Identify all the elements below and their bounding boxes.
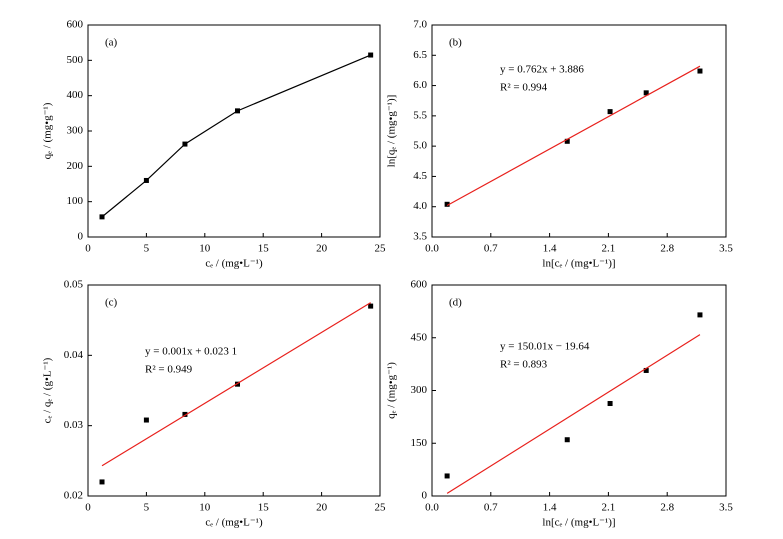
y-axis-label: ln[qₑ / (mg•g⁻¹)] [386, 95, 398, 168]
data-point [564, 437, 570, 443]
x-tick-label: 5 [144, 243, 150, 255]
series-line [446, 65, 701, 207]
y-tick-label: 450 [411, 331, 428, 343]
y-tick-label: 0.02 [64, 490, 83, 502]
x-tick-label: 5 [144, 502, 150, 514]
y-tick-label: 0.04 [64, 349, 84, 361]
y-tick-label: 3.5 [413, 231, 427, 243]
series-line [446, 334, 701, 494]
panel-label: (b) [449, 37, 462, 49]
x-tick-label: 0.0 [425, 243, 439, 255]
annotation: R² = 0.994 [500, 82, 548, 94]
data-point [643, 90, 649, 96]
data-point [444, 473, 450, 479]
data-point [697, 312, 703, 318]
x-tick-label: 2.1 [602, 243, 616, 255]
data-point [143, 177, 149, 183]
panel-label: (c) [105, 297, 118, 309]
x-tick-label: 15 [258, 502, 270, 514]
x-tick-label: 3.5 [719, 502, 733, 514]
data-point [368, 52, 374, 58]
y-tick-label: 300 [411, 384, 428, 396]
y-tick-label: 300 [67, 125, 84, 137]
y-tick-label: 4.0 [413, 200, 427, 212]
y-axis-label: qₑ / (mg•g⁻¹) [386, 362, 398, 419]
y-tick-label: 100 [67, 195, 84, 207]
y-axis-label: qₑ / (mg•g⁻¹) [42, 102, 54, 159]
x-tick-label: 25 [375, 243, 387, 255]
x-tick-label: 0 [85, 243, 91, 255]
x-tick-label: 10 [199, 502, 211, 514]
data-point [368, 303, 374, 309]
y-tick-label: 6.5 [413, 49, 427, 61]
data-point [182, 141, 188, 147]
data-point [182, 411, 188, 417]
annotation: y = 0.762x + 3.886 [500, 64, 584, 76]
x-tick-label: 2.8 [660, 243, 674, 255]
x-tick-label: 20 [316, 243, 328, 255]
plot-frame [431, 284, 727, 497]
data-point [444, 201, 450, 207]
x-axis-label: ln[cₑ / (mg•L⁻¹)] [542, 517, 615, 529]
annotation: y = 150.01x − 19.64 [500, 341, 590, 353]
y-axis-label: cₑ / qₑ / (g•L⁻¹) [42, 357, 54, 423]
annotation: y = 0.001x + 0.023 1 [145, 346, 237, 358]
y-tick-label: 7.0 [413, 19, 427, 31]
x-tick-label: 25 [375, 502, 387, 514]
x-tick-label: 0.0 [425, 502, 439, 514]
y-tick-label: 0 [422, 490, 428, 502]
x-tick-label: 2.8 [660, 502, 674, 514]
x-tick-label: 0 [85, 502, 91, 514]
data-point [99, 479, 105, 485]
series-line [101, 302, 371, 467]
panel-label: (a) [105, 37, 118, 49]
y-tick-label: 600 [67, 19, 84, 31]
plot-frame [87, 24, 381, 238]
plot-frame [431, 24, 727, 238]
x-tick-label: 0.7 [484, 243, 498, 255]
annotation: R² = 0.893 [500, 359, 548, 371]
x-tick-label: 20 [316, 502, 328, 514]
data-point [607, 109, 613, 115]
data-point [607, 401, 613, 407]
panel-label: (d) [449, 297, 462, 309]
x-tick-label: 0.7 [484, 502, 498, 514]
data-point [143, 417, 149, 423]
data-point [564, 138, 570, 144]
y-tick-label: 0.05 [64, 279, 84, 291]
annotation: R² = 0.949 [145, 364, 193, 376]
x-tick-label: 10 [199, 243, 211, 255]
y-tick-label: 500 [67, 54, 84, 66]
data-point [235, 381, 241, 387]
y-tick-label: 5.0 [413, 140, 427, 152]
y-tick-label: 5.5 [413, 109, 427, 121]
x-tick-label: 2.1 [602, 502, 616, 514]
y-tick-label: 0.03 [64, 419, 84, 431]
data-point [235, 108, 241, 114]
x-axis-label: cₑ / (mg•L⁻¹) [205, 258, 263, 270]
y-tick-label: 600 [411, 279, 428, 291]
x-axis-label: cₑ / (mg•L⁻¹) [205, 517, 263, 529]
y-tick-label: 6.0 [413, 79, 427, 91]
y-tick-label: 0 [78, 231, 84, 243]
series-line [101, 54, 371, 218]
plot-frame [87, 284, 381, 497]
x-tick-label: 15 [258, 243, 270, 255]
y-tick-label: 200 [67, 160, 84, 172]
y-tick-label: 4.5 [413, 170, 427, 182]
x-tick-label: 1.4 [543, 502, 557, 514]
x-axis-label: ln[cₑ / (mg•L⁻¹)] [542, 258, 615, 270]
y-tick-label: 150 [411, 437, 428, 449]
data-point [643, 367, 649, 373]
x-tick-label: 3.5 [719, 243, 733, 255]
x-tick-label: 1.4 [543, 243, 557, 255]
y-tick-label: 400 [67, 89, 84, 101]
data-point [99, 214, 105, 220]
data-point [697, 68, 703, 74]
